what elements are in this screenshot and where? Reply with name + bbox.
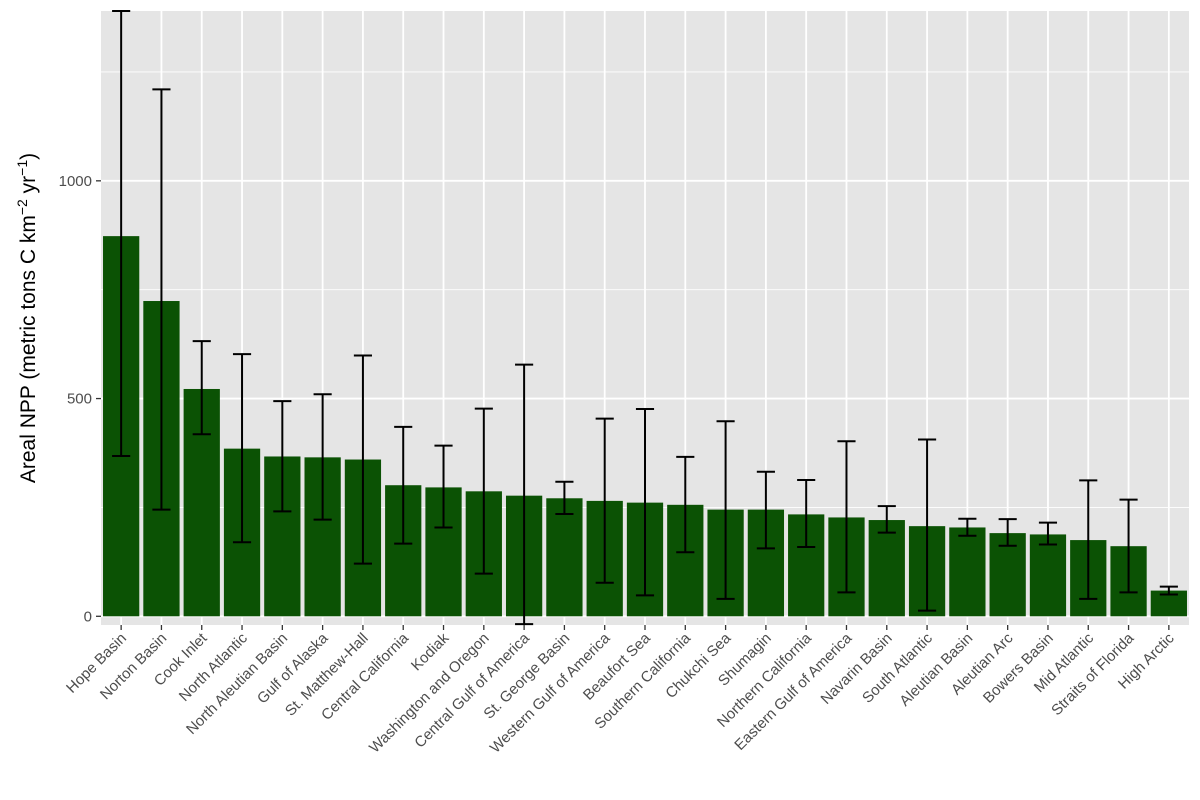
y-axis-title-sup2: −1 <box>14 160 30 176</box>
error-bar <box>434 444 453 529</box>
bar <box>868 520 905 617</box>
bars-group <box>103 236 1187 617</box>
error-bar <box>716 420 735 600</box>
error-bar <box>192 340 211 436</box>
bar <box>1029 534 1067 617</box>
error-bar <box>474 407 493 575</box>
y-axis-title-sup1: −2 <box>14 199 30 215</box>
error-bar <box>1038 521 1058 546</box>
error-bar <box>394 425 413 545</box>
error-bars-group <box>112 10 1178 626</box>
y-tick-label: 500 <box>67 391 92 408</box>
error-bar <box>515 363 534 626</box>
y-axis-title-suffix: ) <box>17 153 40 160</box>
y-tick-label: 1000 <box>59 173 92 190</box>
error-bar <box>313 393 332 521</box>
error-bar <box>998 518 1017 547</box>
error-bar <box>1159 585 1178 596</box>
y-axis-title-middle: yr <box>17 176 40 199</box>
error-bar <box>353 354 372 565</box>
error-bar <box>797 478 816 549</box>
error-bar <box>1079 479 1098 600</box>
error-bar <box>112 10 131 458</box>
error-bar <box>676 455 695 554</box>
error-bar <box>555 480 574 515</box>
error-bar <box>152 88 171 511</box>
y-axis-title: Areal NPP (metric tons C km−2 yr−1) <box>14 153 40 483</box>
y-tick-label: 0 <box>84 608 92 625</box>
error-bar <box>232 353 252 544</box>
error-bar <box>595 417 614 584</box>
error-bar <box>958 517 977 537</box>
error-bar <box>877 505 896 534</box>
error-bar <box>273 400 292 513</box>
error-bar <box>756 470 775 550</box>
error-bar <box>837 440 856 594</box>
error-bar <box>918 438 937 612</box>
y-axis: 0 500 1000 <box>59 173 101 625</box>
bar <box>546 498 583 617</box>
bar <box>949 527 986 617</box>
y-axis-title-prefix: Areal NPP (metric tons C km <box>17 215 40 483</box>
error-bar <box>1119 498 1138 594</box>
error-bar <box>635 408 655 597</box>
bar <box>989 533 1026 617</box>
